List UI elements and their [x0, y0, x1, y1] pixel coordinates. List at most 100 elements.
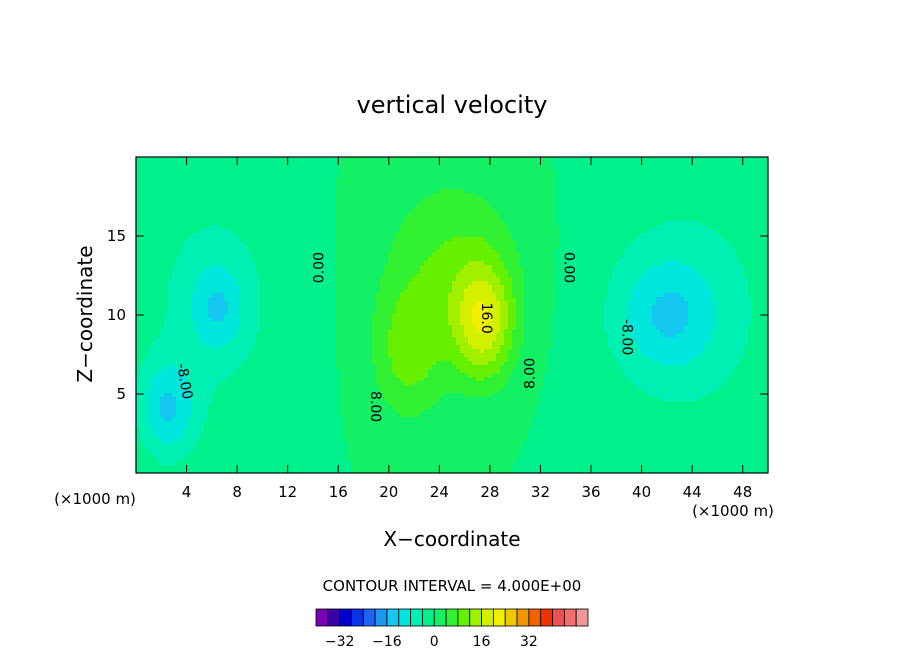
field-cell-2841: [756, 225, 761, 230]
field-cell-665: [268, 173, 273, 178]
field-cell-2721: [276, 225, 281, 230]
field-cell-3252: [504, 237, 509, 242]
field-cell-2899: [356, 229, 361, 234]
field-cell-2684: [760, 221, 765, 226]
field-cell-3100: [528, 233, 533, 238]
field-cell-3563: [484, 245, 489, 250]
field-cell-3165: [156, 237, 161, 242]
field-cell-2560: [264, 221, 269, 226]
field-cell-3216: [360, 237, 365, 242]
field-cell-2484: [592, 217, 597, 222]
field-cell-1979: [468, 205, 473, 210]
field-cell-4555: [660, 269, 665, 274]
field-cell-4860: [616, 277, 621, 282]
field-cell-1444: [224, 193, 229, 198]
field-cell-2243: [260, 213, 265, 218]
field-cell-3719: [476, 249, 481, 254]
field-cell-2607: [452, 221, 457, 226]
field-cell-1044: [520, 181, 525, 186]
field-cell-1757: [212, 201, 217, 206]
field-cell-3979: [252, 257, 257, 262]
field-cell-3272: [584, 237, 589, 242]
field-cell-348: [264, 165, 269, 170]
field-cell-1509: [484, 193, 489, 198]
field-cell-2197: [708, 209, 713, 214]
field-cell-486: [184, 169, 189, 174]
field-cell-2379: [172, 217, 177, 222]
field-cell-833: [308, 177, 313, 182]
field-cell-3873: [460, 253, 465, 258]
field-cell-4224: [600, 261, 605, 266]
field-cell-820: [256, 177, 261, 182]
field-cell-2437: [404, 217, 409, 222]
field-cell-1890: [744, 201, 749, 206]
field-cell-2498: [648, 217, 653, 222]
field-cell-4194: [480, 261, 485, 266]
field-cell-1876: [688, 201, 693, 206]
field-cell-2565: [284, 221, 289, 226]
field-cell-3254: [512, 237, 517, 242]
field-cell-1475: [348, 193, 353, 198]
field-cell-4009: [372, 257, 377, 262]
field-cell-3683: [332, 249, 337, 254]
field-cell-725: [508, 173, 513, 178]
field-cell-2812: [640, 225, 645, 230]
field-cell-1848: [576, 201, 581, 206]
field-cell-1411: [724, 189, 729, 194]
field-cell-1986: [496, 205, 501, 210]
field-cell-399: [468, 165, 473, 170]
field-cell-3946: [752, 253, 757, 258]
field-cell-1159: [348, 185, 353, 190]
field-cell-371: [356, 165, 361, 170]
field-cell-2200: [720, 209, 725, 214]
field-cell-479: [156, 169, 161, 174]
field-cell-788: [760, 173, 765, 178]
field-cell-3672: [288, 249, 293, 254]
field-cell-3678: [312, 249, 317, 254]
field-cell-4702: [616, 273, 621, 278]
field-cell-1163: [364, 185, 369, 190]
field-cell-4275: [172, 265, 177, 270]
field-cell-4410: [712, 265, 717, 270]
field-cell-3457: [692, 241, 697, 246]
field-cell-1961: [396, 205, 401, 210]
field-cell-3352: [272, 241, 277, 246]
field-cell-2298: [480, 213, 485, 218]
field-cell-1693: [588, 197, 593, 202]
field-cell-677: [316, 173, 321, 178]
field-cell-2548: [216, 221, 221, 226]
field-cell-2537: [172, 221, 177, 226]
field-cell-920: [656, 177, 661, 182]
field-cell-3868: [440, 253, 445, 258]
field-cell-824: [272, 177, 277, 182]
field-cell-3927: [676, 253, 681, 258]
field-cell-2185: [660, 209, 665, 214]
field-cell-1654: [432, 197, 437, 202]
field-cell-3145: [708, 233, 713, 238]
field-cell-2722: [280, 225, 285, 230]
field-cell-18: [208, 157, 213, 162]
field-cell-1677: [524, 197, 529, 202]
field-cell-576: [544, 169, 549, 174]
field-cell-4497: [428, 269, 433, 274]
field-cell-1540: [608, 193, 613, 198]
field-cell-4933: [276, 281, 281, 286]
field-cell-3278: [608, 237, 613, 242]
field-cell-2525: [756, 217, 761, 222]
field-cell-2065: [180, 209, 185, 214]
field-cell-4964: [400, 281, 405, 286]
field-cell-3548: [424, 245, 429, 250]
field-cell-2198: [712, 209, 717, 214]
field-cell-217: [372, 161, 377, 166]
field-cell-27: [244, 157, 249, 162]
field-cell-1212: [560, 185, 565, 190]
field-cell-4002: [344, 257, 349, 262]
field-cell-4327: [380, 265, 385, 270]
field-cell-4199: [500, 261, 505, 266]
field-cell-4840: [536, 277, 541, 282]
field-cell-3627: [740, 245, 745, 250]
field-cell-923: [668, 177, 673, 182]
field-cell-2627: [532, 221, 537, 226]
field-cell-3888: [520, 253, 525, 258]
field-cell-1950: [352, 205, 357, 210]
